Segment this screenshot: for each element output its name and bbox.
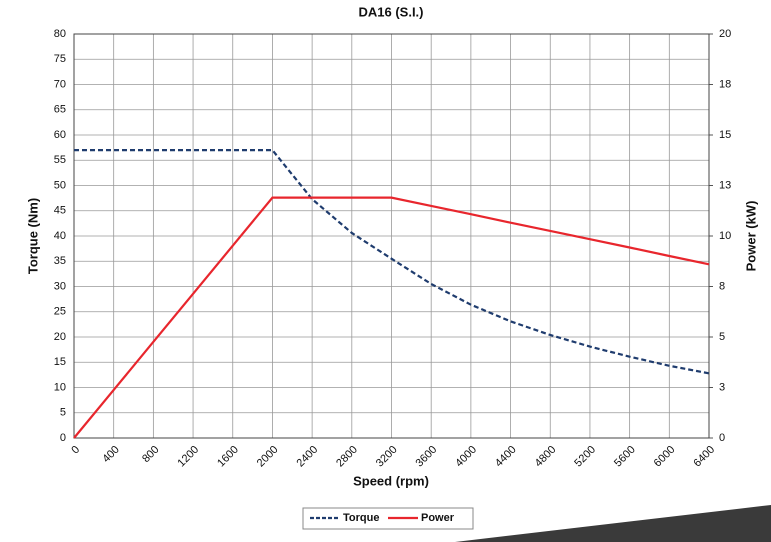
y2-tick-label: 15 [719,129,731,141]
plot-frame [73,33,710,439]
y2-tick-label: 5 [719,331,725,343]
y-tick-label: 55 [54,154,66,166]
series-line [74,149,710,375]
legend-label: Torque [343,512,379,524]
y-tick-label: 45 [54,205,66,217]
y-axis-label: Torque (Nm) [25,198,40,274]
x-tick-label: 3200 [374,444,400,470]
x-tick-label: 6400 [691,444,717,470]
x-tick-label: 0 [69,444,82,457]
y-tick-label: 20 [54,331,66,343]
y2-tick-label: 18 [719,78,731,90]
y-tick-label: 15 [54,356,66,368]
y2-tick-label: 0 [719,432,725,444]
y2-tick-label: 10 [719,230,731,242]
y-tick-label: 35 [54,255,66,267]
x-tick-label: 2000 [255,444,281,470]
y-tick-label: 40 [54,230,66,242]
y2-axis-label: Power (kW) [743,201,758,272]
x-tick-label: 3600 [414,444,440,470]
x-tick-label: 1200 [175,444,201,470]
y2-tick-label: 8 [719,280,725,292]
decoration [455,505,771,542]
x-tick-label: 800 [140,444,161,465]
x-tick-label: 4800 [533,444,559,470]
chart-title: DA16 (S.I.) [358,4,423,19]
x-tick-label: 400 [100,444,121,465]
x-axis-label: Speed (rpm) [353,473,429,488]
y-tick-label: 5 [60,407,66,419]
x-tick-label: 1600 [215,444,241,470]
y-tick-label: 70 [54,78,66,90]
y-tick-label: 10 [54,381,66,393]
y-tick-label: 30 [54,280,66,292]
x-tick-label: 2400 [295,444,321,470]
y2-tick-label: 13 [719,179,731,191]
y-tick-label: 65 [54,104,66,116]
x-tick-label: 4000 [453,444,479,470]
x-tick-label: 4400 [493,444,519,470]
y-tick-label: 25 [54,306,66,318]
series-line [73,196,710,439]
x-tick-label: 6000 [652,444,678,470]
y-tick-label: 0 [60,432,66,444]
y2-tick-label: 3 [719,381,725,393]
x-tick-label: 2800 [334,444,360,470]
x-tick-label: 5600 [612,444,638,470]
y-tick-label: 50 [54,179,66,191]
legend-label: Power [421,512,455,524]
y-tick-label: 75 [54,53,66,65]
x-tick-label: 5200 [572,444,598,470]
y2-tick-label: 20 [719,28,731,40]
y-tick-label: 80 [54,28,66,40]
y-tick-label: 60 [54,129,66,141]
